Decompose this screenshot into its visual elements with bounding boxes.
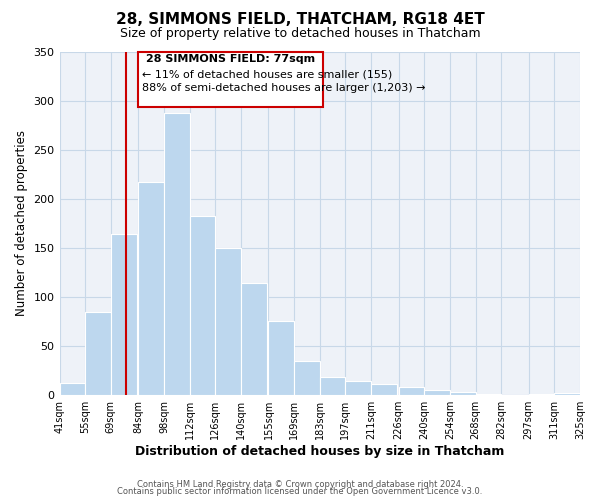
- Bar: [268, 321, 294, 394]
- Bar: [139, 52, 323, 108]
- Bar: [59, 383, 85, 394]
- Bar: [294, 362, 320, 394]
- Bar: [111, 234, 137, 394]
- Bar: [320, 377, 346, 394]
- Text: Size of property relative to detached houses in Thatcham: Size of property relative to detached ho…: [119, 28, 481, 40]
- Bar: [85, 312, 111, 394]
- Bar: [215, 248, 241, 394]
- Bar: [450, 392, 476, 394]
- Bar: [398, 387, 424, 394]
- Y-axis label: Number of detached properties: Number of detached properties: [15, 130, 28, 316]
- Text: 28 SIMMONS FIELD: 77sqm: 28 SIMMONS FIELD: 77sqm: [146, 54, 316, 64]
- Text: 88% of semi-detached houses are larger (1,203) →: 88% of semi-detached houses are larger (…: [142, 83, 425, 93]
- Bar: [164, 114, 190, 394]
- Bar: [139, 182, 164, 394]
- Bar: [554, 392, 580, 394]
- Bar: [190, 216, 215, 394]
- Text: Contains HM Land Registry data © Crown copyright and database right 2024.: Contains HM Land Registry data © Crown c…: [137, 480, 463, 489]
- Text: Contains public sector information licensed under the Open Government Licence v3: Contains public sector information licen…: [118, 487, 482, 496]
- Bar: [371, 384, 397, 394]
- Bar: [424, 390, 450, 394]
- Text: 28, SIMMONS FIELD, THATCHAM, RG18 4ET: 28, SIMMONS FIELD, THATCHAM, RG18 4ET: [116, 12, 484, 28]
- Text: ← 11% of detached houses are smaller (155): ← 11% of detached houses are smaller (15…: [142, 69, 392, 79]
- Bar: [346, 381, 371, 394]
- X-axis label: Distribution of detached houses by size in Thatcham: Distribution of detached houses by size …: [135, 444, 505, 458]
- Bar: [241, 283, 266, 395]
